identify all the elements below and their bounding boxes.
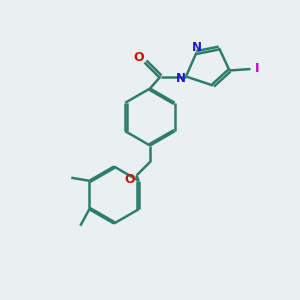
Text: O: O: [124, 172, 135, 186]
Text: N: N: [176, 71, 186, 85]
Text: O: O: [134, 51, 144, 64]
Text: I: I: [255, 62, 260, 76]
Text: N: N: [191, 40, 202, 54]
